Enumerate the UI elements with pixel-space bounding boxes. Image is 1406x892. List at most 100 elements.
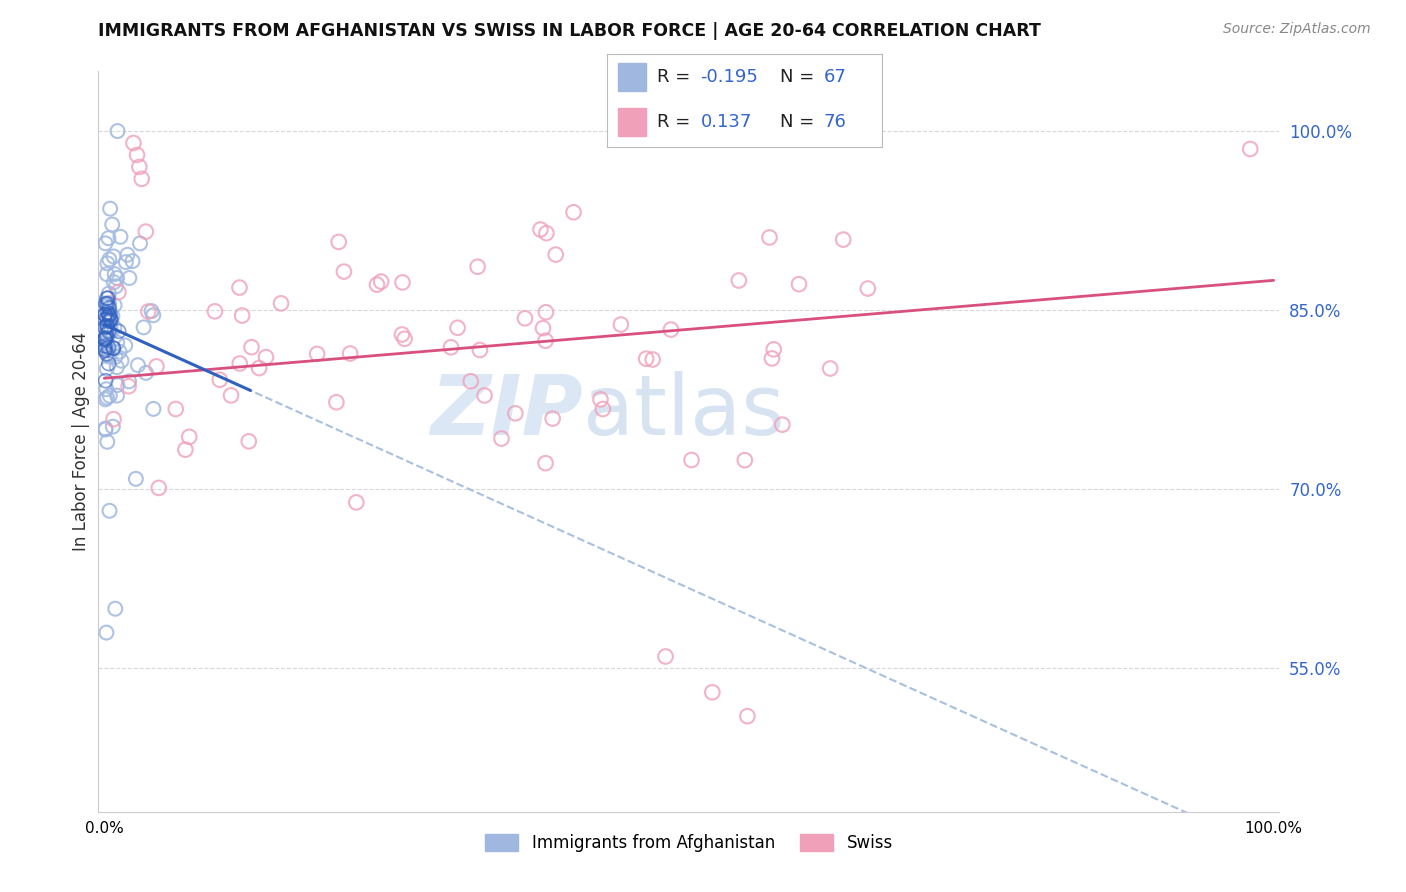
Point: [541, 411, 564, 425]
Point: [101, 309, 124, 323]
Point: [654, 649, 676, 664]
Point: [96, 331, 118, 345]
Point: [101, 218, 124, 232]
Point: [787, 277, 810, 292]
Point: [94, 312, 117, 326]
Point: [759, 121, 782, 136]
Point: [97, 286, 120, 301]
Point: [96, 339, 118, 353]
Point: [98, 504, 121, 518]
Point: [98, 307, 121, 321]
Point: [100, 320, 122, 334]
Point: [110, 353, 132, 368]
Text: N =: N =: [780, 68, 820, 86]
Point: [366, 277, 388, 292]
Point: [174, 442, 197, 457]
Point: [97, 231, 120, 245]
Point: [761, 351, 783, 366]
Point: [103, 320, 125, 334]
Point: [94, 340, 117, 354]
Point: [610, 318, 633, 332]
Point: [105, 335, 128, 350]
Point: [148, 481, 170, 495]
Point: [96, 625, 118, 640]
Text: atlas: atlas: [582, 371, 785, 452]
Point: [531, 321, 554, 335]
Point: [98, 310, 121, 324]
Point: [128, 160, 150, 174]
Point: [94, 343, 117, 358]
Point: [240, 340, 263, 354]
Point: [468, 343, 491, 357]
Point: [702, 685, 724, 699]
Point: [107, 285, 129, 300]
Point: [100, 325, 122, 339]
Point: [94, 332, 117, 346]
Point: [641, 352, 664, 367]
Point: [391, 327, 413, 342]
Text: 76: 76: [824, 113, 846, 131]
Point: [491, 432, 513, 446]
Bar: [619, 63, 645, 91]
Point: [135, 225, 157, 239]
Point: [636, 351, 658, 366]
Point: [94, 333, 117, 347]
Point: [96, 327, 118, 342]
Point: [136, 304, 159, 318]
Point: [534, 334, 557, 348]
Point: [94, 319, 117, 334]
Point: [391, 276, 413, 290]
Text: 100.0%: 100.0%: [1244, 822, 1302, 837]
Point: [446, 320, 468, 334]
Point: [1239, 142, 1261, 156]
Point: [94, 332, 117, 346]
Point: [105, 378, 128, 392]
Point: [94, 297, 117, 311]
Point: [219, 388, 242, 402]
Point: [818, 361, 841, 376]
Point: [394, 332, 416, 346]
Point: [118, 271, 141, 285]
Point: [247, 361, 270, 376]
Point: [121, 254, 143, 268]
Point: [96, 391, 118, 405]
Point: [208, 373, 231, 387]
Point: [333, 264, 356, 278]
Text: 67: 67: [824, 68, 846, 86]
Point: [96, 296, 118, 310]
Point: [344, 495, 367, 509]
Point: [98, 301, 121, 315]
Point: [737, 709, 759, 723]
Point: [98, 389, 121, 403]
Point: [96, 318, 118, 333]
Point: [474, 388, 496, 402]
Point: [97, 308, 120, 322]
Point: [440, 340, 463, 354]
Point: [339, 346, 361, 360]
Point: [107, 324, 129, 338]
Point: [104, 267, 127, 281]
Point: [94, 374, 117, 388]
Point: [98, 301, 121, 316]
Point: [108, 344, 131, 359]
Point: [107, 124, 129, 138]
Point: [135, 366, 157, 380]
Point: [370, 275, 392, 289]
Point: [98, 296, 121, 310]
Point: [254, 350, 277, 364]
Point: [98, 347, 121, 361]
Point: [96, 256, 118, 270]
Point: [734, 453, 756, 467]
Point: [94, 335, 117, 350]
Point: [97, 357, 120, 371]
Point: [94, 342, 117, 356]
Point: [96, 267, 118, 281]
Point: [513, 311, 536, 326]
Text: IMMIGRANTS FROM AFGHANISTAN VS SWISS IN LABOR FORCE | AGE 20-64 CORRELATION CHAR: IMMIGRANTS FROM AFGHANISTAN VS SWISS IN …: [98, 22, 1042, 40]
Point: [467, 260, 489, 274]
Point: [110, 229, 132, 244]
Point: [529, 222, 551, 236]
Point: [681, 453, 703, 467]
Point: [94, 296, 117, 310]
Point: [589, 392, 612, 407]
